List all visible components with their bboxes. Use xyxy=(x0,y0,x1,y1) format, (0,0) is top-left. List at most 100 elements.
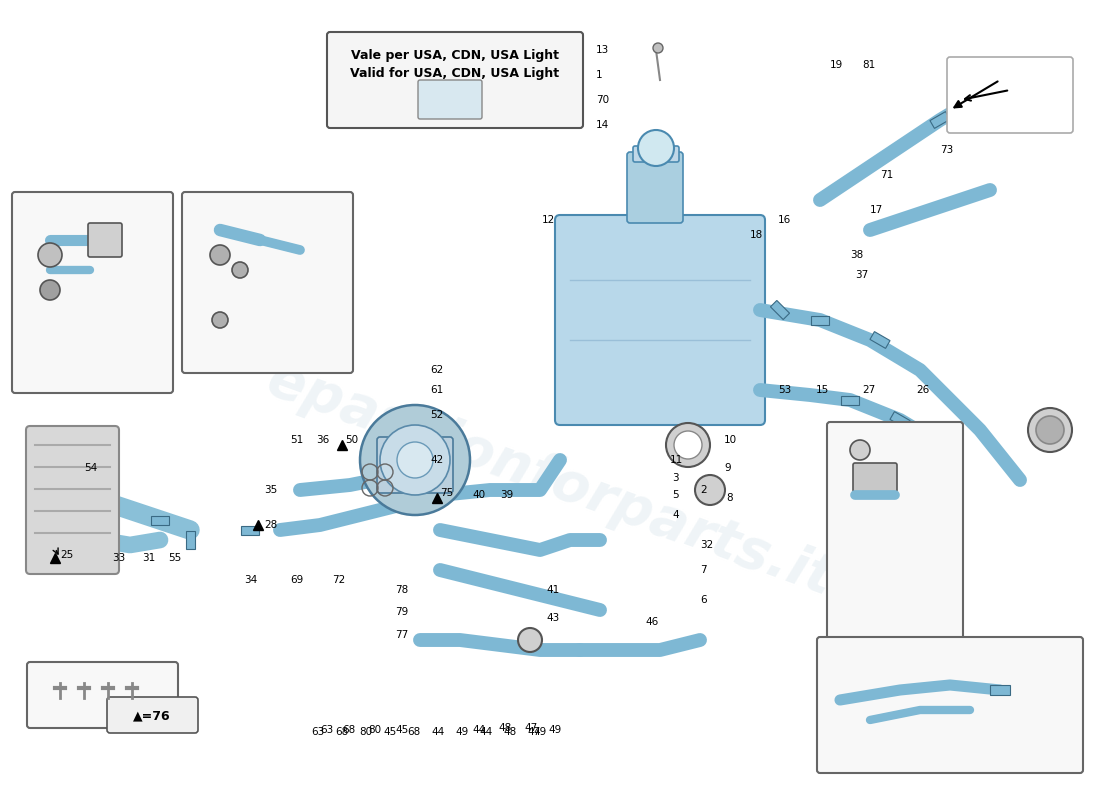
Text: 42: 42 xyxy=(430,455,443,465)
Text: 48: 48 xyxy=(504,727,517,737)
Text: 20: 20 xyxy=(128,235,142,245)
Text: 73: 73 xyxy=(940,145,954,155)
Circle shape xyxy=(1028,408,1072,452)
Circle shape xyxy=(653,43,663,53)
Bar xyxy=(186,531,195,549)
Text: 2: 2 xyxy=(700,485,706,495)
Text: 24: 24 xyxy=(300,250,315,260)
Text: 63: 63 xyxy=(311,727,324,737)
Bar xyxy=(870,332,890,348)
FancyBboxPatch shape xyxy=(88,223,122,257)
Text: 47: 47 xyxy=(527,727,540,737)
Text: 66: 66 xyxy=(905,509,918,519)
Text: 28: 28 xyxy=(264,520,277,530)
Text: 5: 5 xyxy=(672,490,679,500)
Text: 79: 79 xyxy=(395,607,408,617)
Text: 19: 19 xyxy=(830,60,844,70)
Circle shape xyxy=(666,423,710,467)
Text: 49: 49 xyxy=(534,727,547,737)
Text: 29: 29 xyxy=(218,210,232,220)
Text: 40: 40 xyxy=(472,490,485,500)
Text: 51: 51 xyxy=(290,435,304,445)
Bar xyxy=(990,685,1010,695)
Circle shape xyxy=(695,475,725,505)
Text: 61: 61 xyxy=(430,385,443,395)
Bar xyxy=(842,395,859,405)
Text: 57: 57 xyxy=(90,705,104,715)
Text: 47: 47 xyxy=(524,723,537,733)
Text: 75: 75 xyxy=(440,488,453,498)
Text: 30: 30 xyxy=(280,343,294,353)
FancyBboxPatch shape xyxy=(182,192,353,373)
Text: 44: 44 xyxy=(431,727,444,737)
Text: 44: 44 xyxy=(472,725,485,735)
Text: 18: 18 xyxy=(750,230,763,240)
Text: 65: 65 xyxy=(905,437,918,447)
Text: 22: 22 xyxy=(905,527,920,537)
Circle shape xyxy=(638,130,674,166)
Text: 68: 68 xyxy=(407,727,420,737)
Text: 48: 48 xyxy=(498,723,512,733)
Text: 41: 41 xyxy=(546,585,559,595)
FancyBboxPatch shape xyxy=(627,152,683,223)
Text: 80: 80 xyxy=(360,727,373,737)
Text: 39: 39 xyxy=(500,490,514,500)
Text: 25: 25 xyxy=(60,550,74,560)
Circle shape xyxy=(379,425,450,495)
Circle shape xyxy=(232,262,248,278)
Text: 7: 7 xyxy=(700,565,706,575)
Text: 12: 12 xyxy=(542,215,556,225)
Circle shape xyxy=(39,243,62,267)
Text: 29: 29 xyxy=(218,315,232,325)
Bar xyxy=(241,526,258,534)
Text: 8: 8 xyxy=(726,493,733,503)
Text: 53: 53 xyxy=(778,385,791,395)
Circle shape xyxy=(674,431,702,459)
FancyBboxPatch shape xyxy=(947,57,1072,133)
FancyBboxPatch shape xyxy=(107,697,198,733)
Text: 74: 74 xyxy=(379,89,396,102)
FancyBboxPatch shape xyxy=(28,662,178,728)
Text: 60: 60 xyxy=(68,705,82,715)
Text: 16: 16 xyxy=(778,215,791,225)
FancyBboxPatch shape xyxy=(418,80,482,119)
Text: 26: 26 xyxy=(916,385,930,395)
Text: 55: 55 xyxy=(168,553,182,563)
Text: 17: 17 xyxy=(870,205,883,215)
Text: 36: 36 xyxy=(316,435,329,445)
Text: 67: 67 xyxy=(128,220,142,230)
Text: 32: 32 xyxy=(700,540,713,550)
Circle shape xyxy=(212,312,228,328)
Text: epassionforparts.it: epassionforparts.it xyxy=(260,352,840,608)
Text: 38: 38 xyxy=(850,250,864,260)
Text: 6: 6 xyxy=(700,595,706,605)
Circle shape xyxy=(210,245,230,265)
Text: 64: 64 xyxy=(905,455,920,465)
Circle shape xyxy=(1036,416,1064,444)
FancyBboxPatch shape xyxy=(817,637,1084,773)
Bar xyxy=(980,81,1000,99)
Text: 10: 10 xyxy=(724,435,737,445)
Text: 52: 52 xyxy=(430,410,443,420)
Text: 54: 54 xyxy=(84,463,97,473)
Circle shape xyxy=(360,405,470,515)
Text: 46: 46 xyxy=(645,617,658,627)
Text: 58: 58 xyxy=(112,705,126,715)
FancyBboxPatch shape xyxy=(827,422,962,658)
Text: Valid for USA, CDN, USA Light: Valid for USA, CDN, USA Light xyxy=(351,66,560,79)
Circle shape xyxy=(850,440,870,460)
Text: 64: 64 xyxy=(30,210,44,220)
Text: ▲=76: ▲=76 xyxy=(133,710,170,722)
Text: 1: 1 xyxy=(596,70,603,80)
Bar xyxy=(151,515,169,525)
Text: 15: 15 xyxy=(816,385,829,395)
Text: 13: 13 xyxy=(596,45,609,55)
Circle shape xyxy=(518,628,542,652)
Text: 31: 31 xyxy=(142,553,155,563)
Text: 14: 14 xyxy=(596,120,609,130)
Bar xyxy=(811,315,829,325)
Bar xyxy=(890,412,910,428)
Text: 35: 35 xyxy=(264,485,277,495)
Text: 21: 21 xyxy=(905,545,920,555)
FancyBboxPatch shape xyxy=(12,192,173,393)
